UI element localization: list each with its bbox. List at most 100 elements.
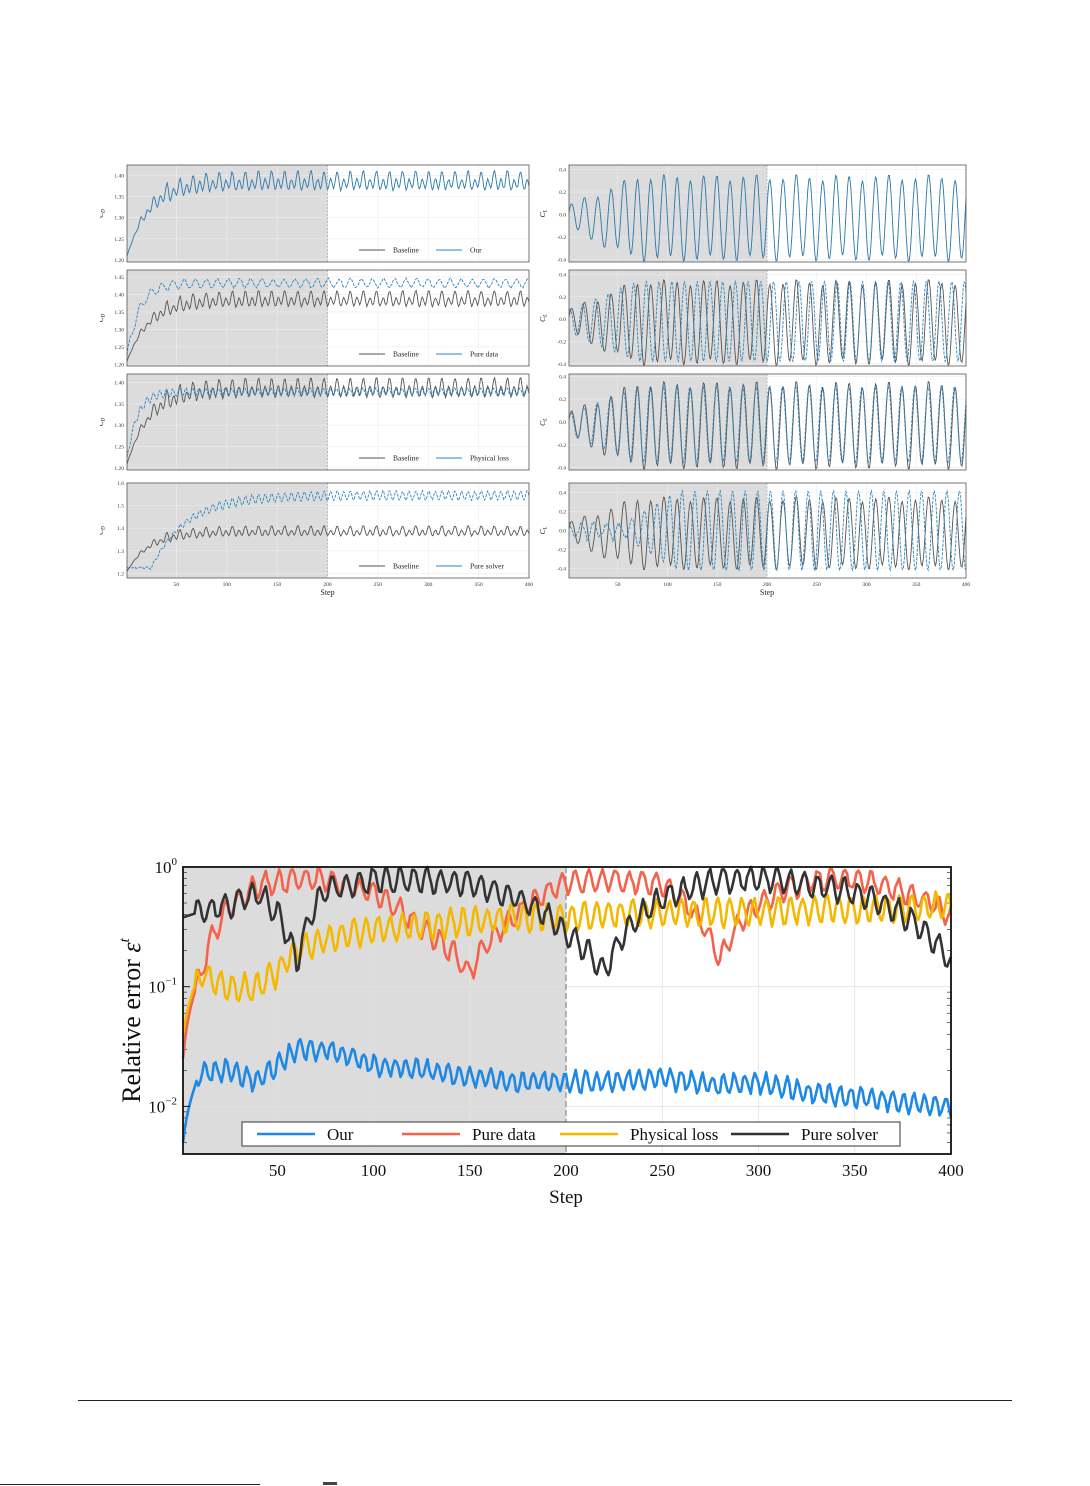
subplot-cl-pure-data: -0.4 -0.2 0.0 0.2 0.4 CL bbox=[538, 269, 967, 368]
x-tick-label: 300 bbox=[424, 582, 433, 588]
subplot-cl-our: -0.4 -0.2 0.0 0.2 0.4 CL bbox=[538, 164, 967, 264]
y-tick-label: 1.30 bbox=[114, 327, 124, 333]
y-tick-label: 0.2 bbox=[559, 190, 566, 196]
legend-method: Pure data bbox=[470, 350, 499, 359]
x-tick-label: 400 bbox=[962, 582, 971, 588]
y-tick-label: 1.35 bbox=[114, 310, 124, 316]
x-tick-label: 150 bbox=[713, 582, 722, 588]
y-tick-label: 10−1 bbox=[148, 976, 177, 997]
y-tick-label: 0.2 bbox=[559, 397, 566, 403]
y-tick-label: 1.5 bbox=[117, 504, 124, 510]
training-region-shade bbox=[127, 483, 328, 578]
y-tick-label: 0.2 bbox=[559, 295, 566, 301]
x-tick-label: 100 bbox=[663, 582, 672, 588]
page-footer-rule bbox=[78, 1400, 1012, 1401]
x-tick-label: 50 bbox=[269, 1161, 286, 1180]
legend-baseline: Baseline bbox=[393, 246, 419, 255]
error-line-physical-loss bbox=[181, 890, 953, 1035]
y-tick-label: 1.45 bbox=[114, 275, 124, 281]
subplot-cl-pure-solver: -0.4 -0.2 0.0 0.2 0.4 CL 50 100 150 200 250 300 350 4… bbox=[538, 482, 971, 597]
method-line bbox=[126, 276, 530, 356]
baseline-line bbox=[126, 525, 530, 572]
legend-method: Our bbox=[470, 246, 482, 255]
subplot-cd-our: 1.20 1.25 1.30 1.35 1.40 CD Baseline Our bbox=[96, 164, 530, 264]
subplot-cl-physical-loss: -0.4 -0.2 0.0 0.2 0.4 CL bbox=[538, 373, 967, 472]
y-tick-label: 1.2 bbox=[117, 571, 124, 577]
y-axis-label: CL bbox=[538, 418, 549, 426]
legend-baseline: Baseline bbox=[393, 350, 419, 359]
baseline-line bbox=[126, 376, 530, 465]
y-axis-label: CL bbox=[538, 314, 549, 322]
y-tick-label: 0.4 bbox=[559, 272, 566, 278]
training-region-shade bbox=[569, 270, 768, 366]
subplot-cd-physical-loss: 1.20 1.25 1.30 1.35 1.40 CD Baseline Physical l… bbox=[96, 373, 530, 472]
legend-physical-loss: Physical loss bbox=[630, 1125, 718, 1144]
x-tick-label: 350 bbox=[842, 1161, 868, 1180]
legend-method: Physical loss bbox=[470, 454, 509, 463]
y-tick-label: 1.20 bbox=[114, 258, 124, 264]
y-tick-label: 0.0 bbox=[559, 420, 566, 426]
legend-baseline: Baseline bbox=[393, 454, 419, 463]
y-tick-label: -0.2 bbox=[557, 339, 566, 345]
y-tick-label: 0.4 bbox=[559, 491, 566, 497]
relative-error-chart: 100 10−1 10−2 50 100 150 200 250 300 350 400 Step Re… bbox=[117, 856, 964, 1208]
x-tick-label: 250 bbox=[813, 582, 822, 588]
y-tick-label: -0.4 bbox=[557, 362, 566, 368]
y-tick-label: 0.4 bbox=[559, 168, 566, 174]
footnote-rule bbox=[0, 1484, 260, 1485]
x-tick-label: 200 bbox=[323, 582, 332, 588]
y-tick-label: 0.2 bbox=[559, 510, 566, 516]
x-tick-label: 150 bbox=[273, 582, 282, 588]
y-tick-label: 1.4 bbox=[117, 526, 124, 532]
subplot-cd-pure-solver: 1.2 1.3 1.4 1.5 1.6 CD Baseline Pure solver 50 10… bbox=[96, 481, 533, 597]
x-tick-label: 200 bbox=[763, 582, 772, 588]
y-tick-label: 1.20 bbox=[114, 466, 124, 472]
y-tick-label: 1.25 bbox=[114, 445, 124, 451]
y-tick-label: 1.35 bbox=[114, 402, 124, 408]
y-axis-label: CD bbox=[100, 209, 107, 218]
x-tick-label: 350 bbox=[474, 582, 483, 588]
legend: Our Pure data Physical loss Pure solver bbox=[241, 1121, 901, 1147]
y-tick-label: -0.2 bbox=[557, 235, 566, 241]
method-line bbox=[568, 489, 967, 572]
x-tick-label: 50 bbox=[615, 582, 621, 588]
training-region-shade bbox=[127, 270, 328, 366]
subplot-cd-pure-data: 1.20 1.25 1.30 1.35 1.40 1.45 CD Baseline Pure d… bbox=[96, 269, 530, 368]
y-tick-label: -0.2 bbox=[557, 548, 566, 554]
y-axis-label: CD bbox=[100, 526, 107, 535]
x-tick-label: 400 bbox=[938, 1161, 964, 1180]
y-tick-label: 1.25 bbox=[114, 345, 124, 351]
y-tick-label: 1.35 bbox=[114, 195, 124, 201]
y-tick-label: 100 bbox=[155, 856, 178, 877]
method-line bbox=[126, 386, 530, 458]
y-tick-label: 0.0 bbox=[559, 317, 566, 323]
y-tick-label: 1.20 bbox=[114, 362, 124, 368]
y-tick-label: -0.4 bbox=[557, 567, 566, 573]
y-tick-label: -0.4 bbox=[557, 466, 566, 472]
legend-baseline: Baseline bbox=[393, 562, 419, 571]
y-tick-label: 1.30 bbox=[114, 216, 124, 222]
y-tick-label: 0.0 bbox=[559, 529, 566, 535]
training-region-shade bbox=[127, 165, 328, 262]
y-axis-label: Relative error εt bbox=[117, 937, 146, 1102]
legend-our: Our bbox=[327, 1125, 354, 1144]
x-tick-label: 200 bbox=[553, 1161, 579, 1180]
x-tick-label: 250 bbox=[650, 1161, 676, 1180]
y-tick-label: 1.3 bbox=[117, 549, 124, 555]
error-line-pure-data bbox=[181, 867, 953, 1059]
legend-pure-data: Pure data bbox=[472, 1125, 536, 1144]
error-line-our bbox=[181, 1037, 953, 1143]
y-tick-label: 1.25 bbox=[114, 237, 124, 243]
x-tick-label: 150 bbox=[457, 1161, 483, 1180]
y-tick-label: 0.4 bbox=[559, 374, 566, 380]
x-tick-label: 100 bbox=[223, 582, 232, 588]
footnote-marker bbox=[323, 1482, 337, 1485]
legend-pure-solver: Pure solver bbox=[801, 1125, 878, 1144]
y-tick-label: -0.4 bbox=[557, 258, 566, 264]
x-axis-label: Step bbox=[760, 588, 774, 597]
y-tick-label: -0.2 bbox=[557, 443, 566, 449]
y-axis-label: CL bbox=[538, 209, 549, 217]
baseline-line bbox=[568, 380, 967, 471]
cd-cl-comparison-figure: 1.201.251.301.351.40CDBaselineOur1.201.2… bbox=[96, 155, 980, 605]
x-axis-label: Step bbox=[549, 1187, 583, 1208]
